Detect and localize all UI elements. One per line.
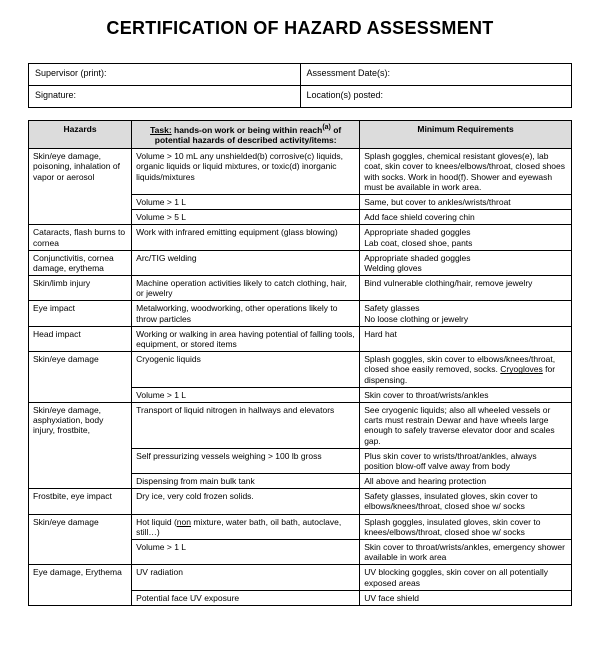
table-row: Head impactWorking or walking in area ha…: [29, 326, 572, 351]
hazard-cell: Skin/eye damage: [29, 514, 132, 565]
task-cell: Volume > 1 L: [132, 387, 360, 402]
task-cell: Dispensing from main bulk tank: [132, 474, 360, 489]
table-row: Eye impactMetalworking, woodworking, oth…: [29, 301, 572, 326]
req-cell: See cryogenic liquids; also all wheeled …: [360, 402, 572, 448]
req-cell: Appropriate shaded gogglesLab coat, clos…: [360, 225, 572, 250]
req-cell: Splash goggles, chemical resistant glove…: [360, 149, 572, 195]
table-row: Frostbite, eye impactDry ice, very cold …: [29, 489, 572, 514]
req-cell: UV face shield: [360, 590, 572, 605]
task-cell: Cryogenic liquids: [132, 352, 360, 388]
req-cell: Skin cover to throat/wrists/ankles: [360, 387, 572, 402]
info-table: Supervisor (print): Assessment Date(s): …: [28, 63, 572, 108]
task-cell: Transport of liquid nitrogen in hallways…: [132, 402, 360, 448]
task-prefix: Task:: [150, 125, 172, 135]
task-cell: Volume > 10 mL any unshielded(b) corrosi…: [132, 149, 360, 195]
hazard-cell: Eye damage, Erythema: [29, 565, 132, 606]
req-cell: All above and hearing protection: [360, 474, 572, 489]
req-cell: Same, but cover to ankles/wrists/throat: [360, 194, 572, 209]
req-cell: Add face shield covering chin: [360, 210, 572, 225]
task-cell: UV radiation: [132, 565, 360, 590]
table-row: Skin/eye damageCryogenic liquidsSplash g…: [29, 352, 572, 388]
req-cell: Plus skin cover to wrists/throat/ankles,…: [360, 448, 572, 473]
hazard-cell: Cataracts, flash burns to cornea: [29, 225, 132, 250]
req-cell: Skin cover to throat/wrists/ankles, emer…: [360, 540, 572, 565]
task-cell: Hot liquid (non mixture, water bath, oil…: [132, 514, 360, 539]
page-title: CERTIFICATION OF HAZARD ASSESSMENT: [28, 18, 572, 39]
req-cell: Hard hat: [360, 326, 572, 351]
req-cell: Splash goggles, insulated gloves, skin c…: [360, 514, 572, 539]
table-row: Skin/eye damage, poisoning, inhalation o…: [29, 149, 572, 195]
hazard-cell: Frostbite, eye impact: [29, 489, 132, 514]
task-cell: Dry ice, very cold frozen solids.: [132, 489, 360, 514]
hazard-cell: Skin/eye damage, asphyxiation, body inju…: [29, 402, 132, 488]
header-minreq: Minimum Requirements: [360, 121, 572, 149]
hazard-cell: Skin/eye damage: [29, 352, 132, 403]
req-cell: Safety glasses, insulated gloves, skin c…: [360, 489, 572, 514]
location-cell: Location(s) posted:: [300, 86, 572, 108]
date-cell: Assessment Date(s):: [300, 64, 572, 86]
hazard-cell: Conjunctivitis, cornea damage, erythema: [29, 250, 132, 275]
task-cell: Metalworking, woodworking, other operati…: [132, 301, 360, 326]
task-cell: Machine operation activities likely to c…: [132, 276, 360, 301]
task-sup: (a): [322, 124, 331, 131]
task-cell: Volume > 5 L: [132, 210, 360, 225]
task-cell: Working or walking in area having potent…: [132, 326, 360, 351]
req-cell: Safety glassesNo loose clothing or jewel…: [360, 301, 572, 326]
task-cell: Potential face UV exposure: [132, 590, 360, 605]
table-row: Conjunctivitis, cornea damage, erythemaA…: [29, 250, 572, 275]
task-cell: Volume > 1 L: [132, 540, 360, 565]
supervisor-cell: Supervisor (print):: [29, 64, 301, 86]
req-cell: Bind vulnerable clothing/hair, remove je…: [360, 276, 572, 301]
req-cell: Appropriate shaded gogglesWelding gloves: [360, 250, 572, 275]
task-cell: Self pressurizing vessels weighing > 100…: [132, 448, 360, 473]
header-task: Task: hands-on work or being within reac…: [132, 121, 360, 149]
table-row: Cataracts, flash burns to corneaWork wit…: [29, 225, 572, 250]
table-row: Skin/eye damageHot liquid (non mixture, …: [29, 514, 572, 539]
hazard-cell: Head impact: [29, 326, 132, 351]
header-hazards: Hazards: [29, 121, 132, 149]
table-row: Skin/limb injuryMachine operation activi…: [29, 276, 572, 301]
hazard-cell: Skin/eye damage, poisoning, inhalation o…: [29, 149, 132, 225]
table-row: Eye damage, ErythemaUV radiationUV block…: [29, 565, 572, 590]
hazard-cell: Skin/limb injury: [29, 276, 132, 301]
signature-cell: Signature:: [29, 86, 301, 108]
table-row: Skin/eye damage, asphyxiation, body inju…: [29, 402, 572, 448]
hazard-cell: Eye impact: [29, 301, 132, 326]
task-cell: Work with infrared emitting equipment (g…: [132, 225, 360, 250]
task-text: hands-on work or being within reach: [172, 125, 323, 135]
req-cell: Splash goggles, skin cover to elbows/kne…: [360, 352, 572, 388]
task-cell: Volume > 1 L: [132, 194, 360, 209]
task-cell: Arc/TIG welding: [132, 250, 360, 275]
hazard-table: Hazards Task: hands-on work or being wit…: [28, 120, 572, 606]
req-cell: UV blocking goggles, skin cover on all p…: [360, 565, 572, 590]
